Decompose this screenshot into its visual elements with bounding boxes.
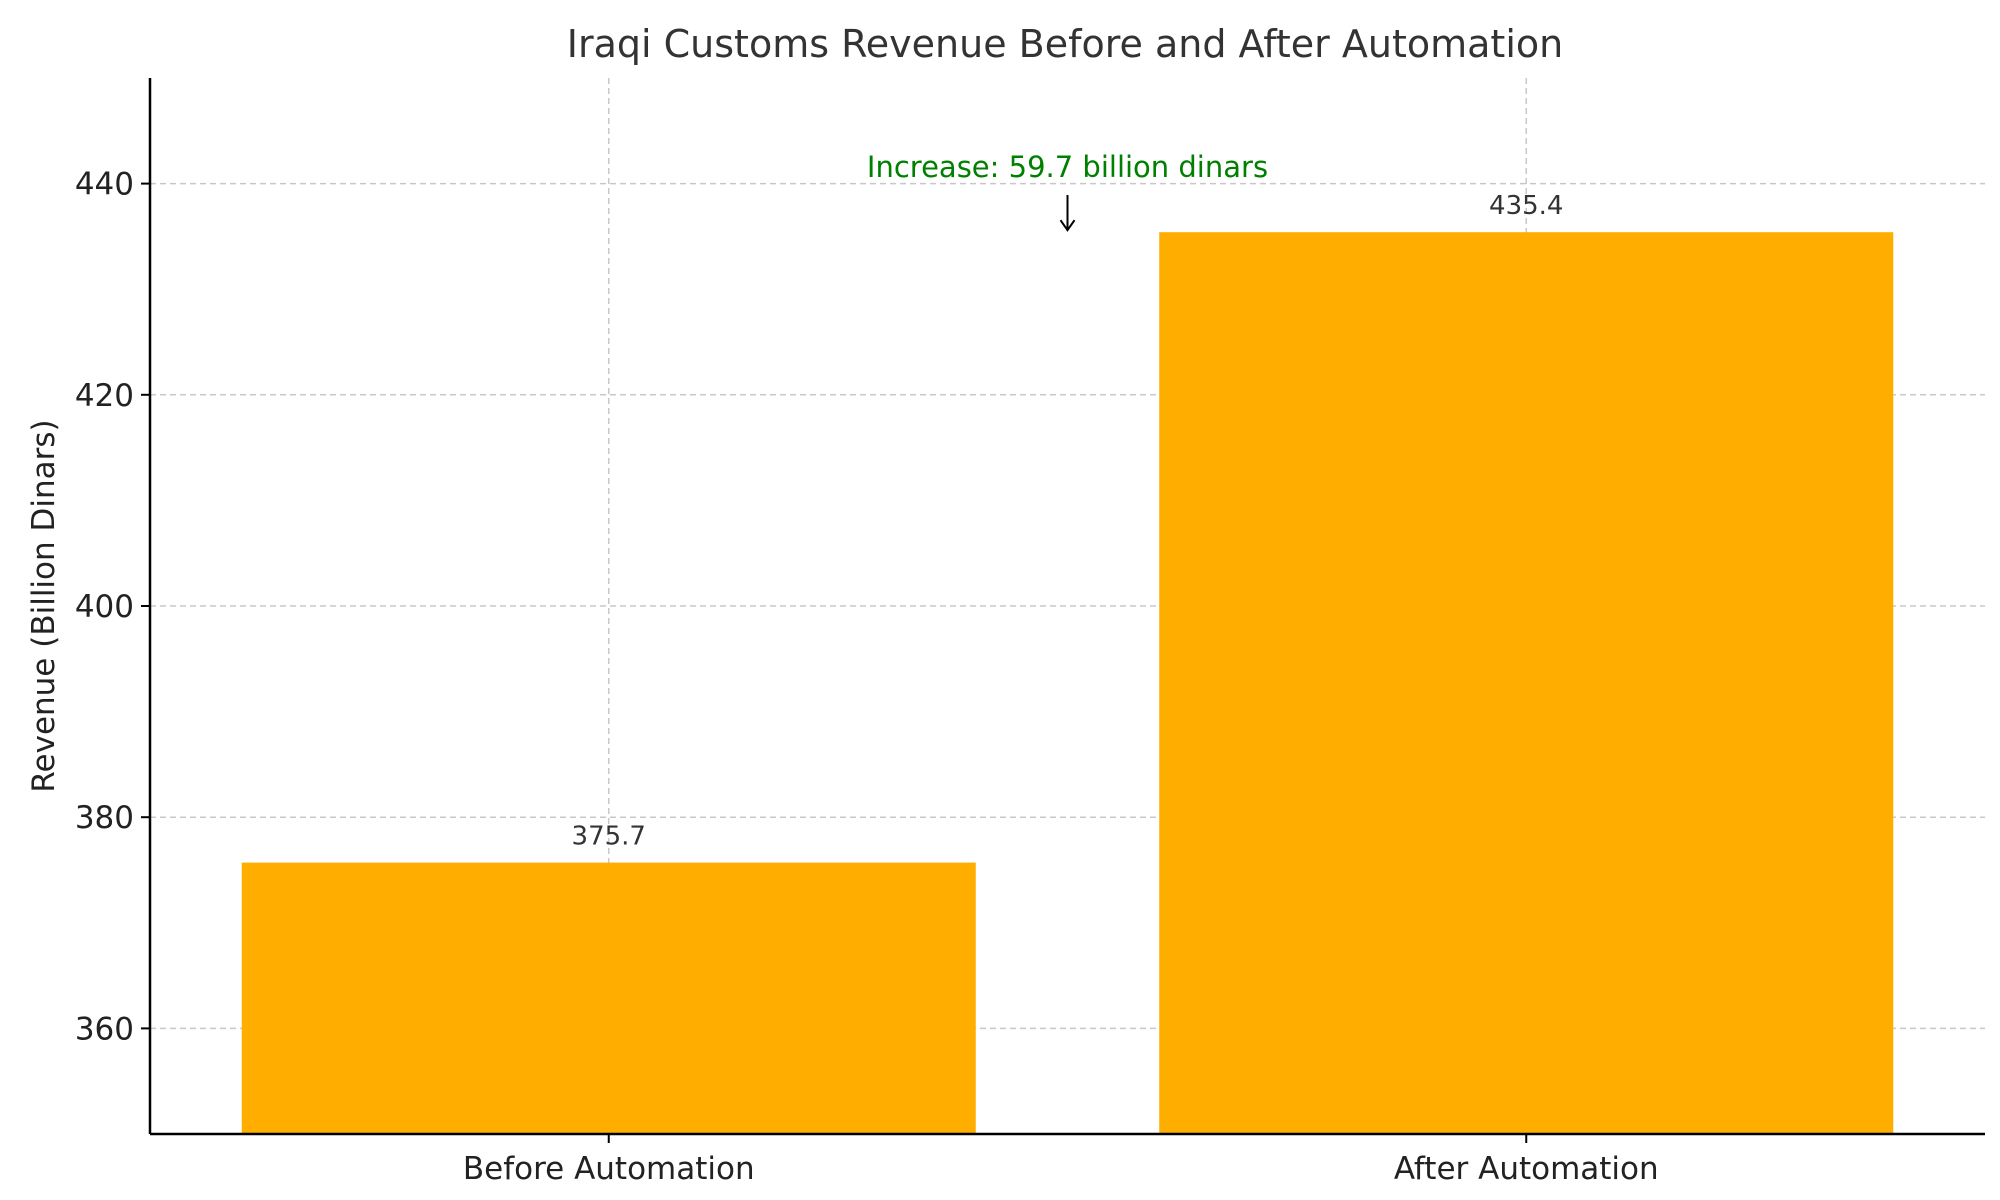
bar-value-label: 435.4: [1489, 191, 1563, 221]
bar-1: [1159, 232, 1894, 1134]
bars: [241, 232, 1894, 1134]
y-tick-label: 360: [75, 1011, 134, 1047]
y-axis-label: Revenue (Billion Dinars): [26, 419, 62, 792]
axes: 360 380 400 420 440 Before Automation After Au…: [75, 78, 1985, 1187]
increase-annotation: Increase: 59.7 billion dinars: [867, 150, 1268, 184]
y-tick-label: 400: [75, 589, 134, 625]
annotation-arrow-head: [1059, 219, 1076, 232]
bar-0: [241, 862, 976, 1134]
x-tick-label: Before Automation: [463, 1151, 755, 1187]
data-labels: 375.7 435.4: [572, 191, 1564, 851]
bar-value-label: 375.7: [572, 822, 646, 852]
chart-title: Iraqi Customs Revenue Before and After A…: [567, 22, 1563, 66]
y-tick-label: 380: [75, 800, 134, 836]
y-tick-label: 440: [75, 167, 134, 203]
y-tick-label: 420: [75, 378, 134, 414]
x-tick-label: After Automation: [1394, 1151, 1659, 1187]
annotation: Increase: 59.7 billion dinars: [867, 150, 1268, 232]
